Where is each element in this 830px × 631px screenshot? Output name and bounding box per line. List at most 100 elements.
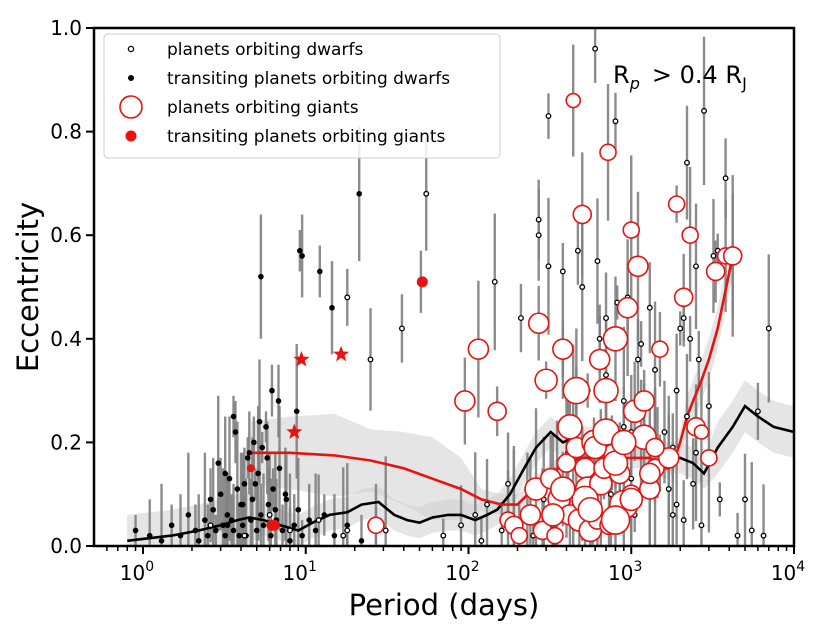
- dwarf-transit-point: [222, 532, 229, 539]
- dwarf-transit-point: [321, 512, 328, 518]
- dwarf-transit-point: [287, 538, 293, 544]
- dwarf-transit-point: [230, 413, 237, 420]
- dwarf-point: [559, 268, 566, 275]
- giant-point: [454, 390, 476, 412]
- dwarf-transit-point: [224, 522, 231, 529]
- giant-point: [700, 449, 718, 467]
- dwarf-point: [638, 341, 645, 347]
- dwarf-point: [665, 486, 672, 492]
- dwarf-transit-point: [236, 532, 242, 539]
- dwarf-point: [690, 480, 697, 487]
- legend-box: [103, 33, 501, 159]
- giant-point: [556, 453, 577, 473]
- dwarf-point: [440, 532, 447, 539]
- x-axis-label: Period (days): [349, 588, 540, 622]
- dwarf-point: [722, 175, 729, 182]
- giant-point: [572, 204, 593, 225]
- dwarf-transit-point: [297, 247, 303, 254]
- giant-point: [599, 143, 617, 162]
- dwarf-point: [478, 537, 485, 544]
- dwarf-transit-point: [253, 527, 260, 534]
- dwarf-point: [669, 511, 676, 518]
- giant-point: [546, 526, 564, 545]
- dwarf-point: [620, 398, 627, 404]
- y-axis-ticks: 0.0 0.2 0.4 0.6 0.8 1.0: [50, 16, 94, 558]
- giant-point: [588, 348, 611, 371]
- dwarf-point: [680, 315, 687, 322]
- legend-label-transiting-giants: transiting planets orbiting giants: [167, 127, 446, 147]
- y-tick-label: 0.0: [50, 534, 82, 558]
- giant-transit-point: [268, 519, 280, 531]
- giant-point: [657, 447, 680, 469]
- dwarf-point: [266, 511, 273, 518]
- giant-point: [552, 338, 574, 360]
- dwarf-point: [687, 335, 694, 342]
- dwarf-transit-point: [239, 501, 246, 508]
- dwarf-transit-point: [270, 486, 276, 492]
- dwarf-point: [661, 429, 668, 435]
- giant-point: [541, 503, 565, 527]
- giant-point: [693, 424, 710, 440]
- dwarf-point: [635, 356, 641, 363]
- dwarf-point: [684, 159, 690, 166]
- giant-point: [574, 457, 596, 480]
- giant-point: [593, 377, 619, 404]
- giant-point: [627, 255, 649, 278]
- dwarf-point: [734, 532, 741, 539]
- legend-marker-filled-dwarf: [128, 75, 134, 81]
- annotation-rest: > 0.4 R: [652, 61, 742, 89]
- dwarf-point: [423, 190, 430, 197]
- dwarf-transit-point: [344, 522, 351, 529]
- giant-point: [673, 287, 694, 308]
- dwarf-point: [579, 284, 586, 290]
- dwarf-point: [491, 278, 498, 285]
- giant-point: [600, 505, 631, 535]
- dwarf-point: [344, 527, 351, 534]
- dwarf-point: [398, 325, 405, 332]
- dwarf-transit-point: [263, 424, 269, 430]
- legend-marker-open-giant: [119, 95, 143, 119]
- annotation-r: R: [613, 61, 630, 89]
- dwarf-transit-point: [329, 304, 335, 311]
- dwarf-transit-point: [215, 460, 222, 466]
- dwarf-point: [545, 263, 552, 270]
- y-tick-label: 0.4: [50, 327, 82, 351]
- giant-transit-star: [293, 351, 310, 367]
- dwarf-transit-point: [358, 538, 365, 544]
- dwarf-point: [698, 522, 705, 529]
- dwarf-transit-point: [260, 522, 267, 529]
- giant-point: [510, 526, 529, 545]
- dwarf-point: [760, 532, 767, 539]
- dwarf-transit-point: [264, 455, 271, 461]
- legend: planets orbiting dwarfs transiting plane…: [103, 33, 501, 159]
- dwarf-transit-point: [317, 268, 323, 275]
- dwarf-point: [505, 480, 512, 487]
- dwarf-transit-point: [252, 481, 259, 487]
- dwarf-point: [607, 491, 614, 498]
- dwarf-transit-point: [195, 538, 202, 544]
- dwarf-point: [472, 511, 479, 518]
- y-tick-label: 0.8: [50, 120, 82, 144]
- giant-point: [467, 338, 490, 360]
- giant-point: [645, 437, 665, 458]
- dwarf-transit-point: [192, 527, 199, 534]
- dwarf-point: [458, 522, 464, 529]
- dwarf-point: [207, 522, 214, 529]
- dwarf-point: [535, 232, 542, 239]
- dwarf-transit-point: [256, 418, 263, 425]
- x-tick-label: 101: [283, 559, 317, 585]
- dwarf-transit-point: [249, 496, 256, 503]
- dwarf-transit-point: [251, 439, 257, 446]
- dwarf-transit-point: [217, 491, 224, 498]
- dwarf-point: [603, 315, 609, 322]
- dwarf-point: [652, 366, 658, 373]
- dwarf-point: [241, 532, 248, 539]
- dwarf-transit-point: [207, 496, 214, 503]
- giant-point: [519, 504, 542, 526]
- giant-point: [367, 516, 385, 535]
- dwarf-transit-point: [293, 408, 300, 415]
- giant-transit-point: [416, 276, 428, 288]
- dwarf-point: [695, 356, 702, 363]
- dwarf-point: [315, 517, 322, 524]
- dwarf-point: [748, 527, 755, 534]
